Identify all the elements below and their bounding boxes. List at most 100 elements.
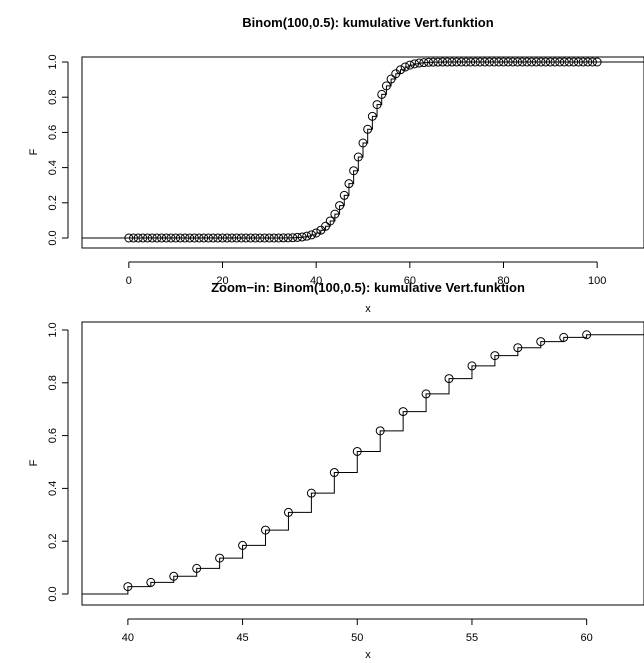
data-point xyxy=(569,57,579,67)
y-tick-label: 0.0 xyxy=(47,230,59,245)
data-point xyxy=(157,233,167,243)
data-points xyxy=(124,57,602,243)
data-point xyxy=(503,57,513,67)
data-point xyxy=(264,233,274,243)
y-tick-label: 0.8 xyxy=(47,90,59,105)
data-point xyxy=(213,233,223,243)
data-point xyxy=(499,57,508,67)
data-point xyxy=(192,563,202,573)
zoom-cdf-plot: Zoom−in: Binom(100,0.5): kumulative Vert… xyxy=(28,280,644,661)
data-point xyxy=(297,232,307,242)
data-point xyxy=(171,233,181,243)
data-point xyxy=(325,216,335,226)
data-point xyxy=(283,507,293,517)
x-tick-label: 55 xyxy=(466,632,478,644)
data-point xyxy=(475,57,485,67)
data-point xyxy=(344,179,354,189)
x-axis-label: x xyxy=(365,303,371,315)
data-point xyxy=(377,89,387,99)
data-point xyxy=(583,57,593,67)
data-point xyxy=(375,426,385,436)
data-point xyxy=(513,57,523,67)
data-point xyxy=(578,57,588,67)
data-point xyxy=(363,124,373,134)
data-point xyxy=(395,65,405,75)
cdf-plot: Binom(100,0.5): kumulative Vert.funktion… xyxy=(28,15,644,315)
data-point xyxy=(124,233,134,243)
x-tick-label: 40 xyxy=(310,275,322,287)
x-tick-label: 80 xyxy=(497,275,509,287)
data-point xyxy=(414,58,424,68)
data-point xyxy=(246,233,256,243)
data-point xyxy=(250,233,260,243)
data-point xyxy=(180,233,190,243)
data-point xyxy=(545,57,555,67)
y-tick-label: 0.6 xyxy=(47,428,59,443)
data-point xyxy=(559,332,569,342)
data-point xyxy=(428,57,438,67)
data-point xyxy=(146,577,156,587)
data-point xyxy=(123,582,133,592)
data-point xyxy=(185,233,195,243)
data-point xyxy=(238,540,248,550)
data-point xyxy=(260,233,270,243)
data-point xyxy=(241,233,251,243)
data-point xyxy=(444,374,454,384)
data-point xyxy=(517,57,527,67)
y-tick-label: 0.2 xyxy=(47,534,59,549)
data-point xyxy=(424,57,434,67)
data-point xyxy=(302,231,312,241)
data-point xyxy=(175,233,185,243)
data-point xyxy=(419,58,429,68)
data-point xyxy=(555,57,565,67)
data-point xyxy=(152,233,162,243)
data-point xyxy=(306,230,316,240)
data-point xyxy=(559,57,569,67)
data-point xyxy=(288,233,298,243)
data-point xyxy=(129,233,139,243)
zoom-chart-title: Zoom−in: Binom(100,0.5): kumulative Vert… xyxy=(211,280,525,295)
data-point xyxy=(330,209,340,219)
y-tick-label: 1.0 xyxy=(47,322,59,337)
data-point xyxy=(335,201,345,211)
data-point xyxy=(405,60,415,70)
data-point xyxy=(353,152,363,162)
x-tick-label: 20 xyxy=(216,275,228,287)
data-point xyxy=(311,228,321,238)
data-point xyxy=(269,233,279,243)
data-point xyxy=(194,233,204,243)
data-point xyxy=(541,57,551,67)
data-point xyxy=(421,389,431,399)
data-point xyxy=(352,446,362,456)
data-point xyxy=(138,233,148,243)
zoom-data-points xyxy=(123,330,592,592)
data-point xyxy=(222,233,232,243)
data-point xyxy=(189,233,199,243)
data-point xyxy=(278,233,288,243)
zoom-plot-frame xyxy=(81,321,644,606)
data-point xyxy=(489,57,499,67)
x-tick-label: 40 xyxy=(122,632,134,644)
data-point xyxy=(321,221,331,231)
data-point xyxy=(480,57,490,67)
x-tick-label: 60 xyxy=(581,632,593,644)
data-point xyxy=(461,57,471,67)
data-point xyxy=(592,57,602,67)
y-tick-label: 0.2 xyxy=(47,195,59,210)
data-point xyxy=(169,571,179,581)
y-tick-label: 1.0 xyxy=(47,54,59,69)
data-point xyxy=(358,138,368,148)
data-point xyxy=(329,468,339,478)
data-point xyxy=(255,233,265,243)
y-tick-label: 0.4 xyxy=(47,481,59,496)
data-point xyxy=(367,111,377,121)
zoom-x-axis-label: x xyxy=(365,649,371,661)
y-tick-label: 0.4 xyxy=(47,160,59,175)
zoom-axes: 0.0 0.2 0.4 0.6 0.8 1.0 40 45 50 55 60 xyxy=(47,322,593,644)
data-point xyxy=(232,233,242,243)
data-point xyxy=(161,233,171,243)
data-point xyxy=(494,57,504,67)
data-point xyxy=(236,233,246,243)
data-point xyxy=(400,62,410,72)
